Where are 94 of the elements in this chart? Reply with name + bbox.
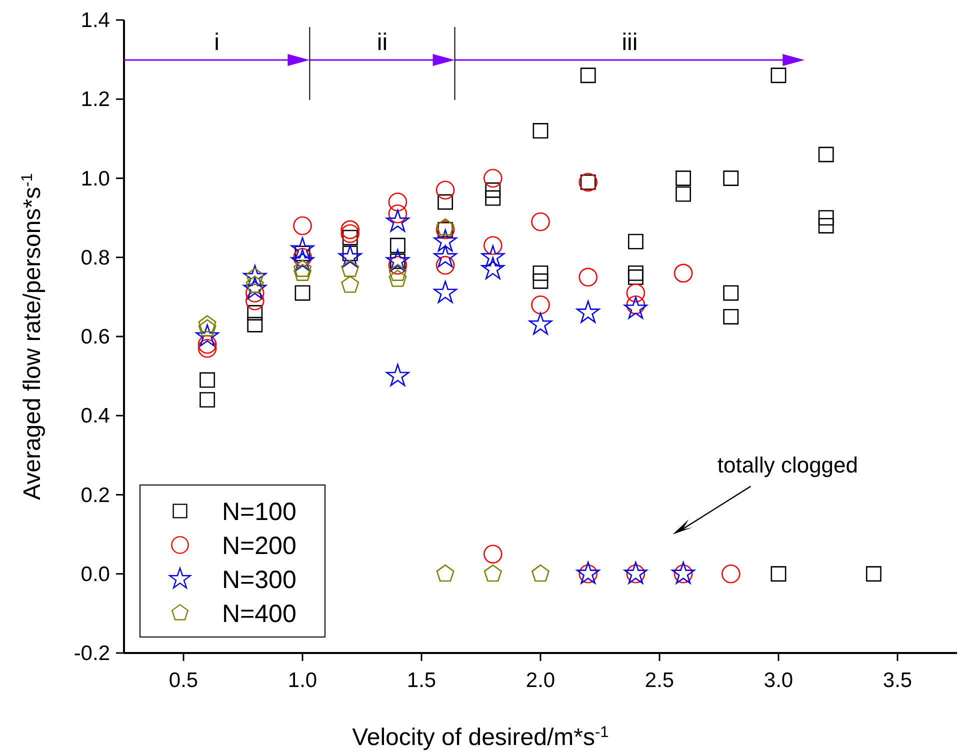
point [722, 564, 740, 584]
point [436, 180, 455, 200]
legend-label: N=100 [222, 498, 296, 526]
point [340, 224, 360, 244]
point [484, 564, 502, 582]
y-tick-label: 0.6 [80, 326, 110, 348]
point [243, 276, 267, 300]
point [290, 237, 314, 260]
annotation: totally clogged [717, 452, 858, 478]
point [438, 194, 454, 210]
x-tick-label: 3.0 [764, 669, 794, 692]
y-tick-label: 0.2 [80, 484, 110, 507]
point [578, 268, 598, 287]
y-tick-label: 0.0 [80, 562, 110, 586]
point [485, 182, 501, 198]
y-tick-label: 1.4 [80, 9, 110, 32]
point [293, 216, 312, 236]
point [531, 295, 550, 314]
point [341, 276, 360, 293]
point [628, 269, 644, 285]
point [294, 285, 310, 301]
point [576, 300, 600, 323]
point [246, 292, 264, 310]
point [484, 236, 502, 255]
annotation: ii [376, 29, 388, 56]
point [198, 338, 217, 358]
point [723, 285, 739, 301]
point [386, 249, 410, 272]
x-axis-title: Velocity of desired/m*s$^{-1}$ [352, 724, 609, 751]
point [484, 168, 502, 188]
point [674, 264, 693, 283]
legend-label: N=400 [222, 600, 296, 628]
y-tick-label: 0.4 [80, 404, 110, 428]
point [340, 220, 360, 240]
point [818, 210, 834, 226]
point [434, 229, 457, 252]
point [532, 273, 548, 289]
point [386, 210, 410, 232]
x-tick-label: 2.0 [526, 669, 556, 692]
point [628, 234, 644, 250]
point [200, 372, 216, 388]
point [818, 146, 834, 162]
x-tick-label: 3.5 [882, 669, 912, 692]
point [484, 544, 502, 564]
point [196, 324, 219, 346]
point [247, 316, 263, 332]
point [386, 364, 410, 386]
point [341, 260, 360, 277]
point [580, 68, 596, 84]
point [434, 280, 457, 303]
point [481, 245, 505, 268]
point [434, 245, 457, 268]
x-tick-label: 0.5 [168, 669, 198, 692]
annotation: i [214, 29, 220, 56]
point [531, 212, 550, 232]
y-tick-label: 1.0 [80, 167, 110, 190]
point [436, 564, 454, 582]
point [676, 170, 692, 186]
legend-label: N=200 [222, 532, 296, 560]
x-tick-label: 1.0 [288, 669, 318, 692]
point [388, 264, 407, 281]
y-tick-label: 0.8 [80, 246, 110, 270]
point [723, 309, 739, 324]
point [626, 284, 646, 302]
point [200, 392, 216, 408]
point [532, 564, 550, 582]
annotation: iii [622, 29, 638, 56]
legend-label: N=300 [222, 566, 296, 594]
point [485, 190, 501, 206]
x-tick-label: 2.5 [644, 669, 674, 692]
y-tick-label: 1.2 [80, 88, 110, 112]
point [436, 218, 454, 236]
point [388, 192, 408, 212]
point [528, 312, 552, 335]
point [866, 566, 882, 582]
point [723, 170, 739, 186]
point [532, 265, 548, 281]
point [294, 264, 312, 281]
point [624, 296, 648, 319]
point [388, 270, 407, 287]
point [290, 249, 314, 272]
point [390, 238, 406, 254]
x-tick-label: 1.5 [406, 669, 436, 692]
point [338, 245, 362, 268]
point [628, 265, 644, 281]
point [532, 123, 548, 138]
point [770, 68, 786, 84]
point [247, 305, 263, 320]
point [818, 218, 834, 234]
point [676, 186, 692, 202]
y-tick-label: -0.2 [74, 642, 110, 665]
point [198, 315, 216, 332]
point [770, 566, 786, 582]
point [481, 257, 505, 280]
